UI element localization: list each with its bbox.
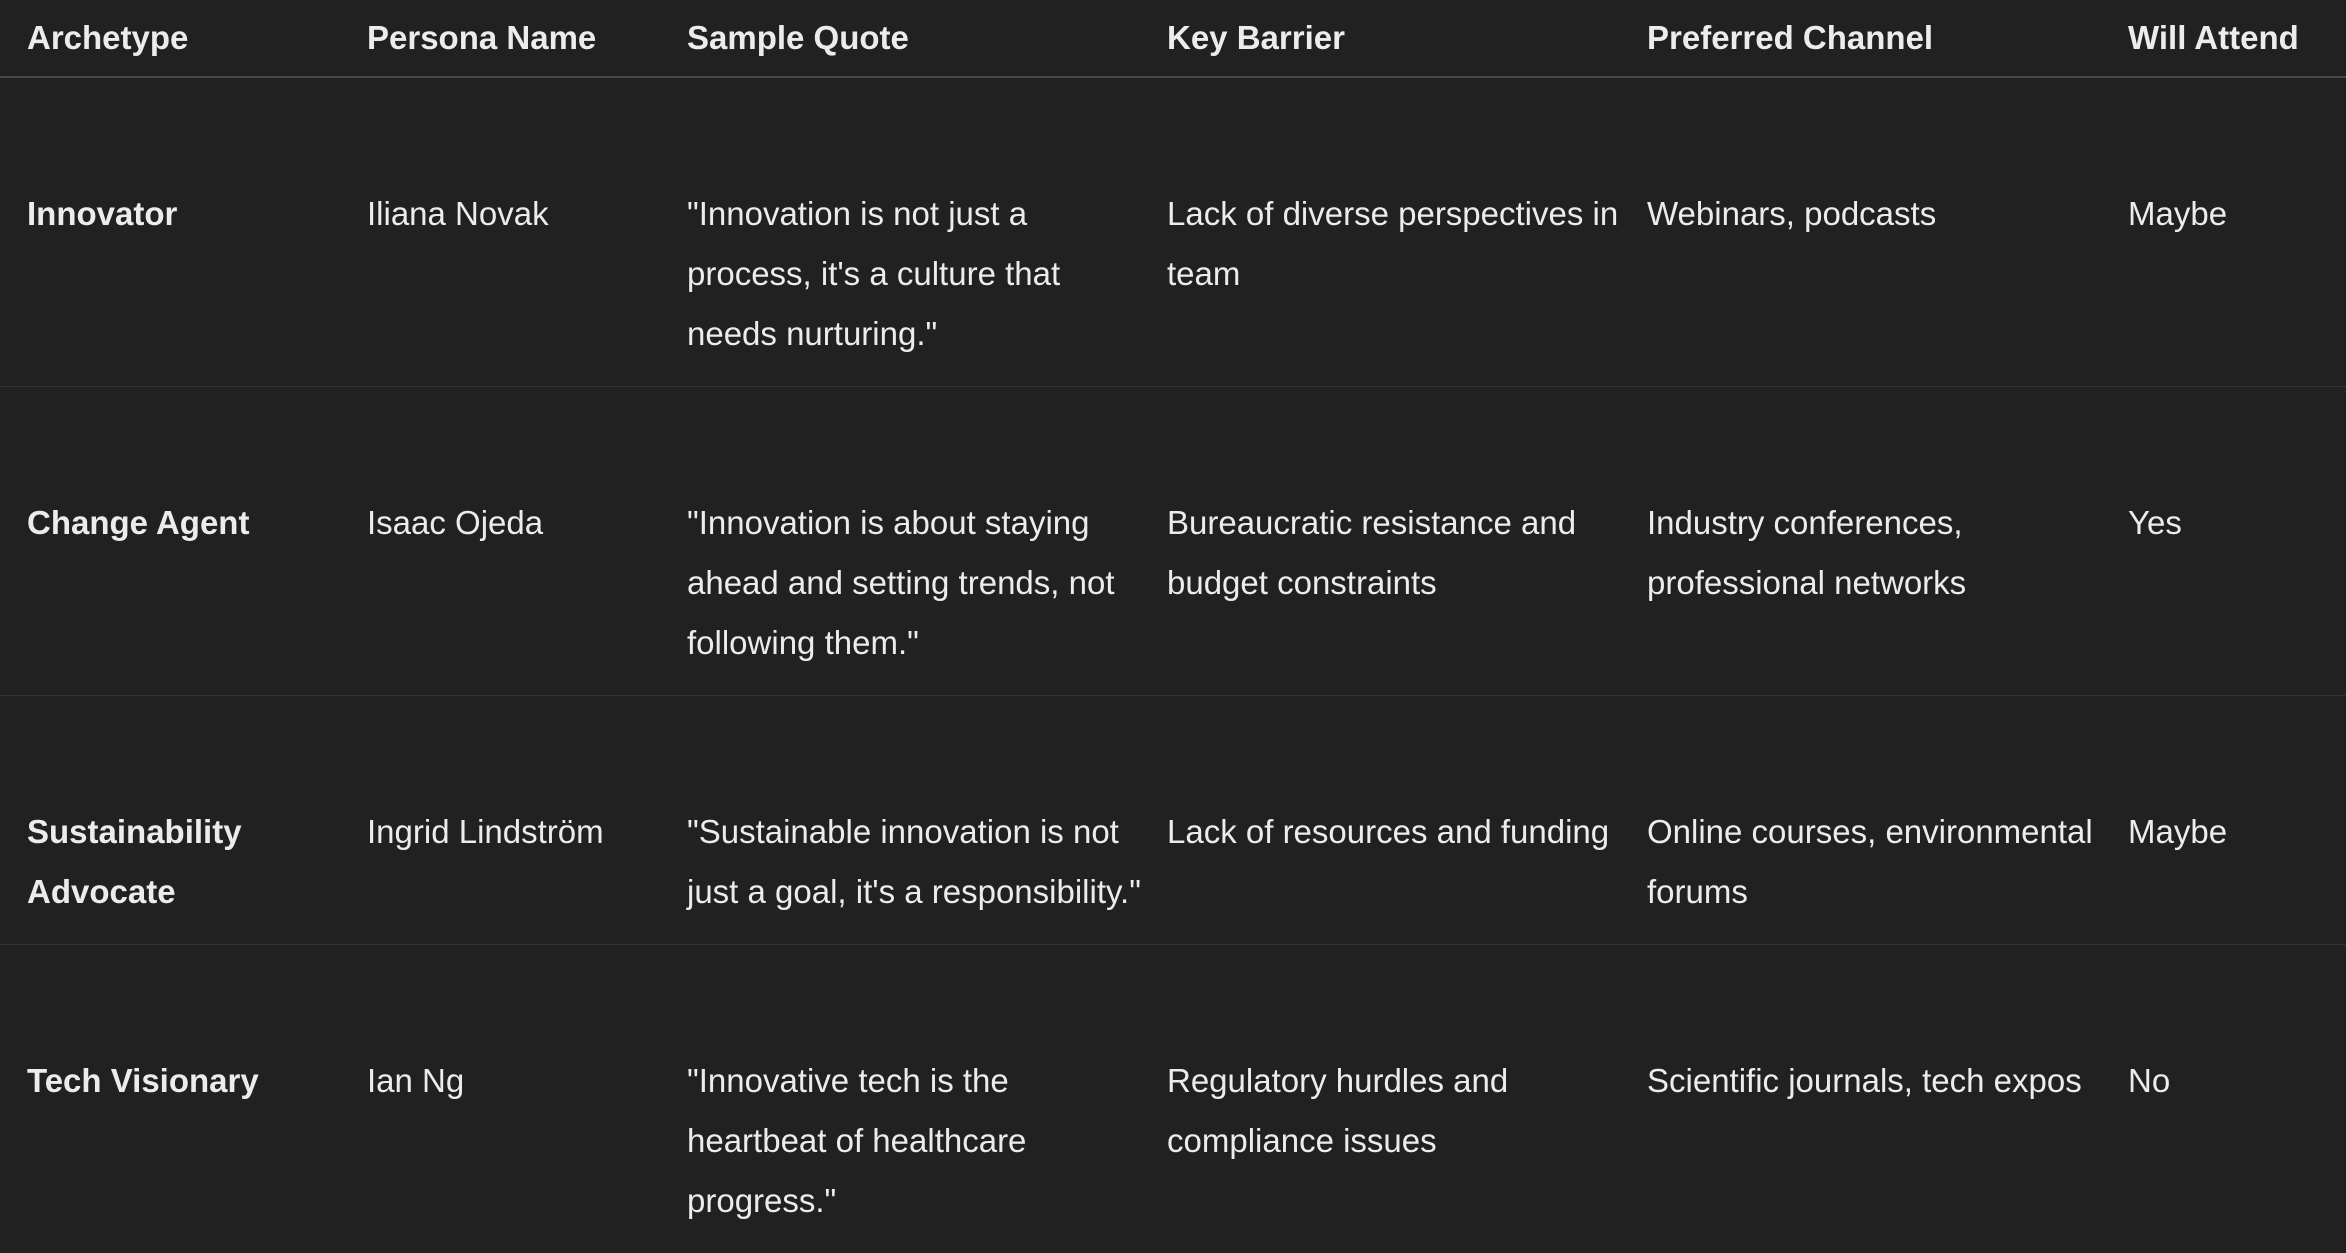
cell-persona-name: Iliana Novak [367, 77, 687, 387]
table-body: Innovator Iliana Novak "Innovation is no… [0, 77, 2346, 1253]
attend-text: Yes [2128, 493, 2346, 553]
cell-preferred-channel: Online courses, environmental forums [1647, 696, 2128, 945]
archetype-text: Sustainability Advocate [27, 802, 367, 922]
quote-text: "Innovation is not just a process, it's … [687, 184, 1167, 364]
cell-persona-name: Ian Ng [367, 945, 687, 1253]
archetype-text: Innovator [27, 184, 367, 244]
cell-archetype: Sustainability Advocate [0, 696, 367, 945]
table-header: Archetype Persona Name Sample Quote Key … [0, 0, 2346, 77]
channel-text: Online courses, environmental forums [1647, 802, 2128, 922]
cell-key-barrier: Lack of diverse perspectives in team [1167, 77, 1647, 387]
header-key-barrier: Key Barrier [1167, 0, 1647, 77]
channel-text: Industry conferences, professional netwo… [1647, 493, 2128, 613]
header-preferred-channel: Preferred Channel [1647, 0, 2128, 77]
cell-preferred-channel: Industry conferences, professional netwo… [1647, 387, 2128, 696]
header-archetype: Archetype [0, 0, 367, 77]
header-will-attend: Will Attend [2128, 0, 2346, 77]
channel-text: Scientific journals, tech expos [1647, 1051, 2128, 1111]
cell-will-attend: Maybe [2128, 696, 2346, 945]
cell-archetype: Change Agent [0, 387, 367, 696]
cell-will-attend: Yes [2128, 387, 2346, 696]
archetype-text: Change Agent [27, 493, 367, 553]
persona-text: Ian Ng [367, 1051, 687, 1111]
attend-text: No [2128, 1051, 2346, 1111]
barrier-text: Regulatory hurdles and compliance issues [1167, 1051, 1647, 1171]
header-sample-quote: Sample Quote [687, 0, 1167, 77]
cell-key-barrier: Lack of resources and funding [1167, 696, 1647, 945]
attend-text: Maybe [2128, 184, 2346, 244]
quote-text: "Innovative tech is the heartbeat of hea… [687, 1051, 1167, 1231]
cell-sample-quote: "Innovation is not just a process, it's … [687, 77, 1167, 387]
attend-text: Maybe [2128, 802, 2346, 862]
cell-preferred-channel: Scientific journals, tech expos [1647, 945, 2128, 1253]
table-row: Change Agent Isaac Ojeda "Innovation is … [0, 387, 2346, 696]
quote-text: "Sustainable innovation is not just a go… [687, 802, 1167, 922]
table-row: Tech Visionary Ian Ng "Innovative tech i… [0, 945, 2346, 1253]
channel-text: Webinars, podcasts [1647, 184, 2128, 244]
cell-archetype: Tech Visionary [0, 945, 367, 1253]
cell-will-attend: No [2128, 945, 2346, 1253]
table-row: Innovator Iliana Novak "Innovation is no… [0, 77, 2346, 387]
cell-sample-quote: "Sustainable innovation is not just a go… [687, 696, 1167, 945]
cell-preferred-channel: Webinars, podcasts [1647, 77, 2128, 387]
cell-key-barrier: Regulatory hurdles and compliance issues [1167, 945, 1647, 1253]
header-row: Archetype Persona Name Sample Quote Key … [0, 0, 2346, 77]
persona-text: Ingrid Lindström [367, 802, 687, 862]
cell-persona-name: Ingrid Lindström [367, 696, 687, 945]
cell-archetype: Innovator [0, 77, 367, 387]
archetype-text: Tech Visionary [27, 1051, 367, 1111]
barrier-text: Lack of resources and funding [1167, 802, 1647, 862]
barrier-text: Bureaucratic resistance and budget const… [1167, 493, 1647, 613]
cell-key-barrier: Bureaucratic resistance and budget const… [1167, 387, 1647, 696]
persona-text: Iliana Novak [367, 184, 687, 244]
persona-text: Isaac Ojeda [367, 493, 687, 553]
cell-will-attend: Maybe [2128, 77, 2346, 387]
header-persona-name: Persona Name [367, 0, 687, 77]
cell-sample-quote: "Innovation is about staying ahead and s… [687, 387, 1167, 696]
barrier-text: Lack of diverse perspectives in team [1167, 184, 1647, 304]
cell-sample-quote: "Innovative tech is the heartbeat of hea… [687, 945, 1167, 1253]
quote-text: "Innovation is about staying ahead and s… [687, 493, 1167, 673]
cell-persona-name: Isaac Ojeda [367, 387, 687, 696]
table-row: Sustainability Advocate Ingrid Lindström… [0, 696, 2346, 945]
